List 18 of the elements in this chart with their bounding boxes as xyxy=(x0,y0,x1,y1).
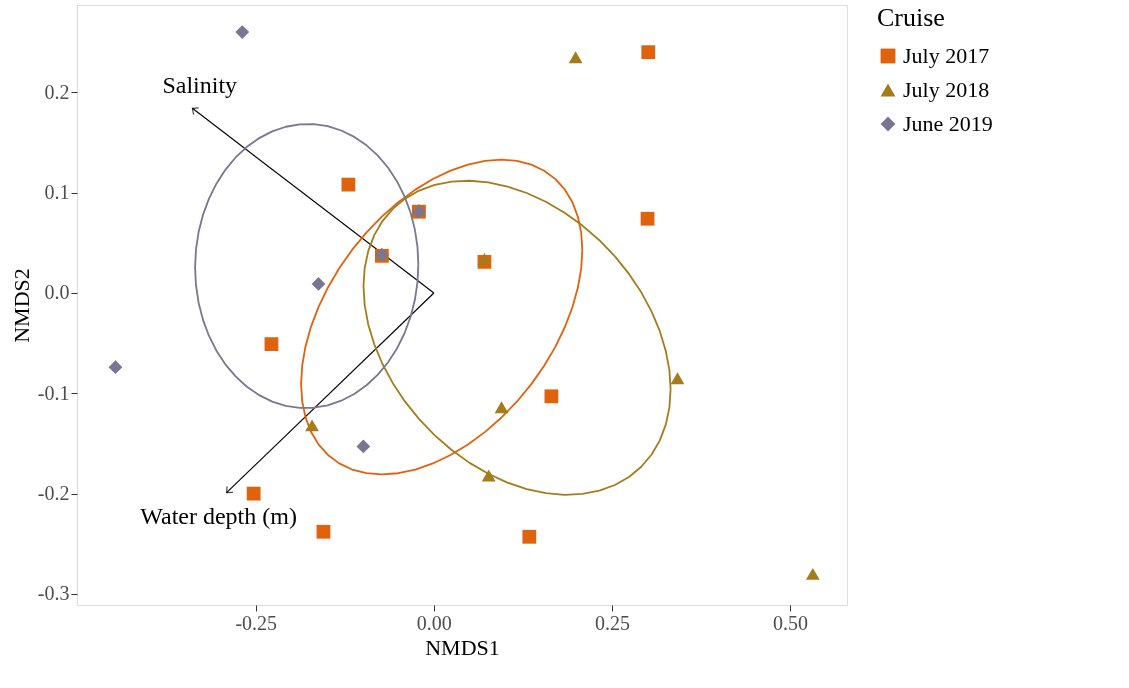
y-tick-label: -0.3 xyxy=(37,582,70,605)
y-axis-title: NMDS2 xyxy=(8,268,34,343)
y-tick-label: 0.0 xyxy=(44,281,70,304)
series-label: Salinity xyxy=(162,72,238,99)
legend-label: June 2019 xyxy=(903,111,993,136)
y-tick-label: -0.1 xyxy=(37,381,70,404)
x-tick-label: 0.50 xyxy=(773,611,809,634)
y-tick-label: -0.2 xyxy=(37,482,70,505)
y-tick-label: 0.1 xyxy=(44,181,70,204)
legend-title: Cruise xyxy=(877,3,945,32)
x-tick-label: 0.00 xyxy=(416,611,452,634)
y-tick-label: 0.2 xyxy=(44,80,70,103)
series-label: Water depth (m) xyxy=(140,502,297,529)
x-tick-label: 0.25 xyxy=(594,611,630,634)
legend-label: July 2017 xyxy=(903,43,990,68)
x-axis-title: NMDS1 xyxy=(425,634,500,660)
x-tick-label: -0.25 xyxy=(235,611,278,634)
legend-label: July 2018 xyxy=(903,77,990,102)
